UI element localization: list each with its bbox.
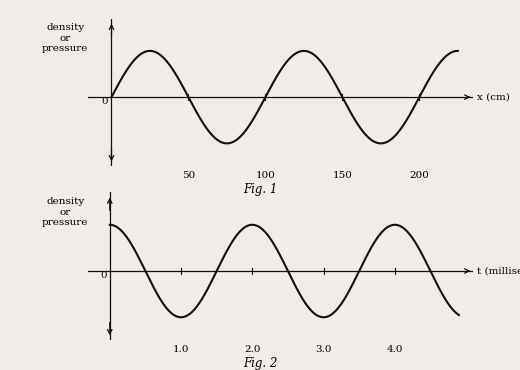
Text: density
or
pressure: density or pressure: [42, 197, 88, 227]
Text: Fig. 2: Fig. 2: [243, 357, 277, 370]
Text: x (cm): x (cm): [477, 92, 510, 102]
Text: Fig. 1: Fig. 1: [243, 183, 277, 196]
Text: 0: 0: [102, 97, 108, 106]
Text: 0: 0: [100, 271, 107, 280]
Text: t (milliseconds): t (milliseconds): [477, 266, 520, 276]
Text: density
or
pressure: density or pressure: [42, 23, 88, 53]
